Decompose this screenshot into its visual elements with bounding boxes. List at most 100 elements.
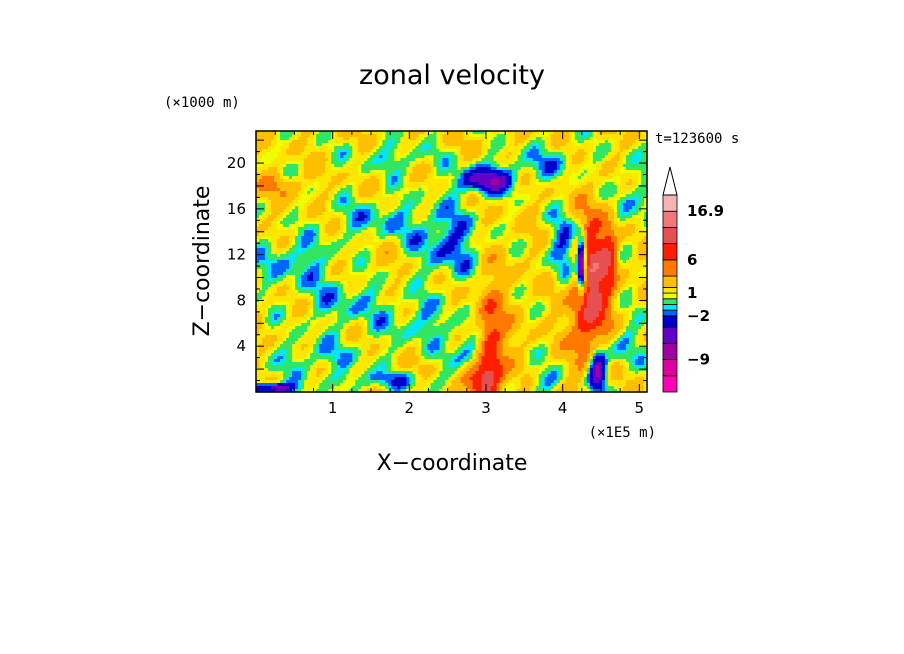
contour-cell bbox=[535, 143, 540, 147]
contour-cell bbox=[391, 233, 395, 237]
contour-cell bbox=[532, 137, 537, 141]
contour-cell bbox=[397, 164, 401, 168]
contour-cell bbox=[319, 212, 323, 216]
contour-cell bbox=[409, 197, 413, 201]
contour-cell bbox=[418, 188, 423, 192]
contour-cell bbox=[337, 143, 341, 147]
contour-cell bbox=[319, 245, 323, 249]
contour-cell bbox=[466, 173, 471, 177]
contour-cell bbox=[634, 239, 639, 243]
contour-cell bbox=[316, 140, 320, 144]
contour-cell bbox=[256, 155, 260, 159]
contour-cell bbox=[586, 212, 591, 216]
contour-cell bbox=[598, 209, 603, 213]
contour-cell bbox=[640, 227, 645, 231]
contour-cell bbox=[523, 161, 528, 165]
contour-cell bbox=[457, 215, 462, 219]
contour-cell bbox=[301, 191, 305, 195]
contour-cell bbox=[511, 197, 516, 201]
contour-cell bbox=[598, 203, 603, 207]
contour-cell bbox=[514, 239, 519, 243]
contour-cell bbox=[610, 134, 615, 138]
contour-cell bbox=[334, 149, 338, 153]
contour-cell bbox=[397, 200, 401, 204]
contour-cell bbox=[538, 212, 543, 216]
contour-cell bbox=[535, 227, 540, 231]
contour-cell bbox=[280, 236, 284, 240]
contour-cell bbox=[340, 218, 344, 222]
contour-cell bbox=[451, 164, 456, 168]
contour-cell bbox=[316, 200, 320, 204]
contour-cell bbox=[259, 134, 263, 138]
contour-cell bbox=[580, 194, 585, 198]
contour-cell bbox=[268, 233, 272, 237]
contour-cell bbox=[382, 203, 386, 207]
contour-cell bbox=[607, 164, 612, 168]
contour-cell bbox=[352, 212, 356, 216]
contour-cell bbox=[280, 131, 284, 135]
contour-cell bbox=[568, 215, 573, 219]
contour-cell bbox=[526, 239, 531, 243]
contour-cell bbox=[397, 134, 401, 138]
contour-cell bbox=[616, 167, 621, 171]
contour-cell bbox=[559, 209, 564, 213]
contour-cell bbox=[406, 164, 410, 168]
contour-cell bbox=[418, 131, 423, 135]
contour-cell bbox=[472, 233, 477, 237]
contour-cell bbox=[454, 239, 459, 243]
contour-cell bbox=[463, 209, 468, 213]
contour-cell bbox=[472, 143, 477, 147]
contour-cell bbox=[604, 146, 609, 150]
contour-cell bbox=[565, 215, 570, 219]
contour-cell bbox=[346, 203, 350, 207]
contour-cell bbox=[391, 200, 395, 204]
contour-cell bbox=[382, 188, 386, 192]
contour-cell bbox=[262, 227, 266, 231]
contour-cell bbox=[388, 230, 392, 234]
contour-cell bbox=[310, 155, 314, 159]
contour-cell bbox=[535, 191, 540, 195]
contour-cell bbox=[481, 197, 486, 201]
contour-cell bbox=[310, 185, 314, 189]
contour-cell bbox=[433, 149, 438, 153]
contour-cell bbox=[604, 149, 609, 153]
contour-cell bbox=[376, 230, 380, 234]
contour-cell bbox=[484, 215, 489, 219]
contour-cell bbox=[538, 239, 543, 243]
contour-cell bbox=[583, 233, 588, 237]
contour-cell bbox=[559, 158, 564, 162]
contour-cell bbox=[409, 242, 413, 246]
contour-cell bbox=[442, 179, 447, 183]
contour-cell bbox=[538, 200, 543, 204]
contour-cell bbox=[466, 230, 471, 234]
y-unit-label: (×1000 m) bbox=[164, 95, 240, 111]
contour-cell bbox=[496, 146, 501, 150]
contour-cell bbox=[571, 179, 576, 183]
contour-cell bbox=[574, 230, 579, 234]
contour-cell bbox=[508, 173, 513, 177]
contour-cell bbox=[364, 230, 368, 234]
contour-cell bbox=[598, 158, 603, 162]
contour-cell bbox=[436, 140, 441, 144]
contour-cell bbox=[532, 218, 537, 222]
contour-cell bbox=[403, 227, 407, 231]
contour-cell bbox=[631, 185, 636, 189]
contour-cell bbox=[508, 209, 513, 213]
contour-cell bbox=[544, 206, 549, 210]
contour-cell bbox=[520, 224, 525, 228]
contour-cell bbox=[358, 215, 362, 219]
contour-cell bbox=[637, 146, 642, 150]
contour-cell bbox=[556, 197, 561, 201]
contour-cell bbox=[358, 239, 362, 243]
contour-cell bbox=[628, 152, 633, 156]
contour-cell bbox=[544, 170, 549, 174]
contour-cell bbox=[535, 182, 540, 186]
contour-cell bbox=[316, 170, 320, 174]
contour-cell bbox=[469, 146, 474, 150]
contour-cell bbox=[280, 188, 284, 192]
contour-cell bbox=[304, 206, 308, 210]
contour-cell bbox=[319, 197, 323, 201]
contour-cell bbox=[451, 221, 456, 225]
contour-cell bbox=[367, 206, 371, 210]
contour-cell bbox=[613, 179, 618, 183]
